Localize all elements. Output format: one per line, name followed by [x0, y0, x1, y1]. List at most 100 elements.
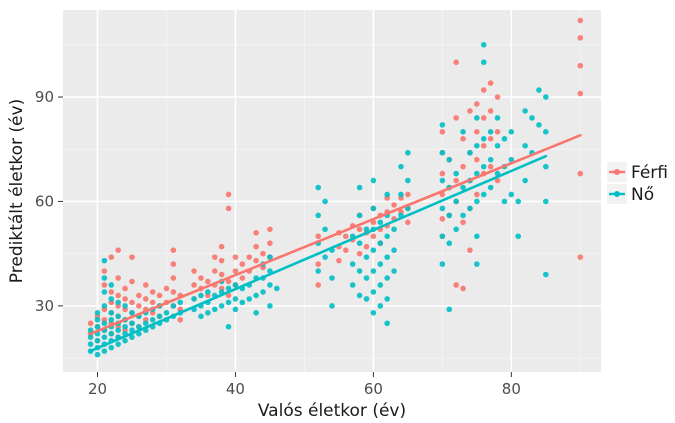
data-point-ferfi: [439, 129, 446, 135]
data-point-no: [446, 156, 453, 163]
data-point-ferfi: [115, 247, 121, 253]
axis-ticks: 20 40 60 80 30 60 90: [35, 88, 521, 398]
data-point-ferfi: [115, 275, 121, 281]
data-point-ferfi: [129, 254, 135, 260]
data-point-ferfi: [267, 226, 273, 233]
data-point-no: [522, 142, 528, 149]
data-point-no: [487, 156, 494, 163]
data-point-no: [218, 303, 225, 309]
data-point-no: [142, 320, 149, 327]
data-point-ferfi: [577, 254, 584, 260]
data-point-no: [405, 149, 411, 156]
data-point-no: [446, 212, 453, 219]
data-point-no: [439, 177, 446, 184]
data-point-no: [370, 205, 377, 212]
data-point-no: [198, 292, 204, 299]
data-point-ferfi: [480, 142, 487, 149]
data-point-no: [225, 285, 232, 292]
data-point-ferfi: [453, 59, 459, 66]
data-point-no: [480, 163, 487, 170]
data-point-no: [474, 142, 480, 149]
minor-gridlines: [63, 10, 601, 372]
data-point-no: [467, 149, 473, 156]
data-point-ferfi: [342, 247, 349, 253]
data-point-no: [108, 310, 115, 316]
data-point-ferfi: [336, 257, 342, 264]
data-point-no: [205, 310, 211, 316]
data-point-no: [315, 184, 322, 191]
data-point-no: [87, 341, 94, 347]
data-point-ferfi: [129, 299, 135, 306]
data-point-ferfi: [356, 226, 363, 233]
data-point-no: [177, 299, 184, 306]
data-point-no: [384, 191, 390, 198]
data-point-ferfi: [467, 108, 473, 114]
data-point-no: [543, 94, 549, 100]
data-point-no: [260, 289, 266, 295]
data-point-no: [480, 42, 487, 48]
data-point-no: [87, 327, 94, 334]
data-point-no: [391, 226, 397, 233]
data-point-ferfi: [170, 275, 177, 281]
data-point-no: [543, 271, 549, 278]
data-point-ferfi: [170, 247, 177, 253]
trend-line-ferfi: [89, 134, 582, 336]
data-point-ferfi: [122, 296, 128, 302]
data-point-no: [398, 163, 404, 170]
data-point-ferfi: [487, 135, 494, 142]
data-point-ferfi: [218, 243, 225, 250]
data-point-no: [191, 296, 197, 302]
y-tick-label: 30: [35, 297, 54, 315]
data-point-no: [487, 129, 494, 135]
legend-dot-ferfi: [614, 169, 620, 175]
data-point-no: [543, 129, 549, 135]
data-point-ferfi: [225, 278, 232, 285]
data-point-ferfi: [149, 299, 156, 306]
data-point-no: [370, 310, 377, 316]
data-point-ferfi: [239, 275, 246, 281]
y-tick-label: 90: [35, 88, 54, 106]
data-point-no: [253, 310, 259, 316]
trend-line-no: [89, 154, 548, 353]
data-point-no: [101, 334, 108, 340]
data-point-ferfi: [129, 278, 135, 285]
data-point-no: [129, 334, 135, 340]
data-point-ferfi: [136, 303, 142, 309]
data-point-ferfi: [218, 257, 225, 264]
data-point-ferfi: [101, 282, 108, 288]
data-point-ferfi: [577, 90, 584, 97]
data-point-no: [439, 261, 446, 267]
data-point-ferfi: [101, 268, 108, 274]
data-point-no: [232, 296, 239, 302]
data-point-no: [536, 87, 542, 93]
data-point-no: [439, 149, 446, 156]
data-point-no: [108, 296, 115, 302]
data-point-ferfi: [391, 202, 397, 208]
data-point-no: [322, 254, 328, 260]
data-point-no: [115, 299, 121, 306]
data-point-no: [460, 212, 466, 219]
data-point-no: [515, 233, 522, 240]
data-point-no: [122, 303, 128, 309]
data-point-no: [122, 323, 128, 330]
data-point-ferfi: [494, 129, 501, 135]
data-point-ferfi: [474, 129, 480, 135]
data-point-ferfi: [136, 292, 142, 299]
data-point-no: [494, 142, 501, 149]
data-point-no: [129, 310, 135, 316]
data-point-no: [363, 296, 370, 302]
data-point-no: [198, 313, 204, 320]
data-point-ferfi: [191, 282, 197, 288]
data-point-no: [267, 303, 273, 309]
data-point-no: [370, 177, 377, 184]
data-point-no: [480, 135, 487, 142]
data-point-ferfi: [577, 17, 584, 24]
data-point-ferfi: [225, 191, 232, 198]
data-point-no: [453, 170, 459, 177]
data-point-no: [87, 334, 94, 340]
data-point-ferfi: [467, 247, 473, 253]
data-point-no: [377, 261, 384, 267]
data-point-ferfi: [177, 316, 184, 323]
data-point-no: [115, 341, 121, 347]
data-point-no: [480, 191, 487, 198]
